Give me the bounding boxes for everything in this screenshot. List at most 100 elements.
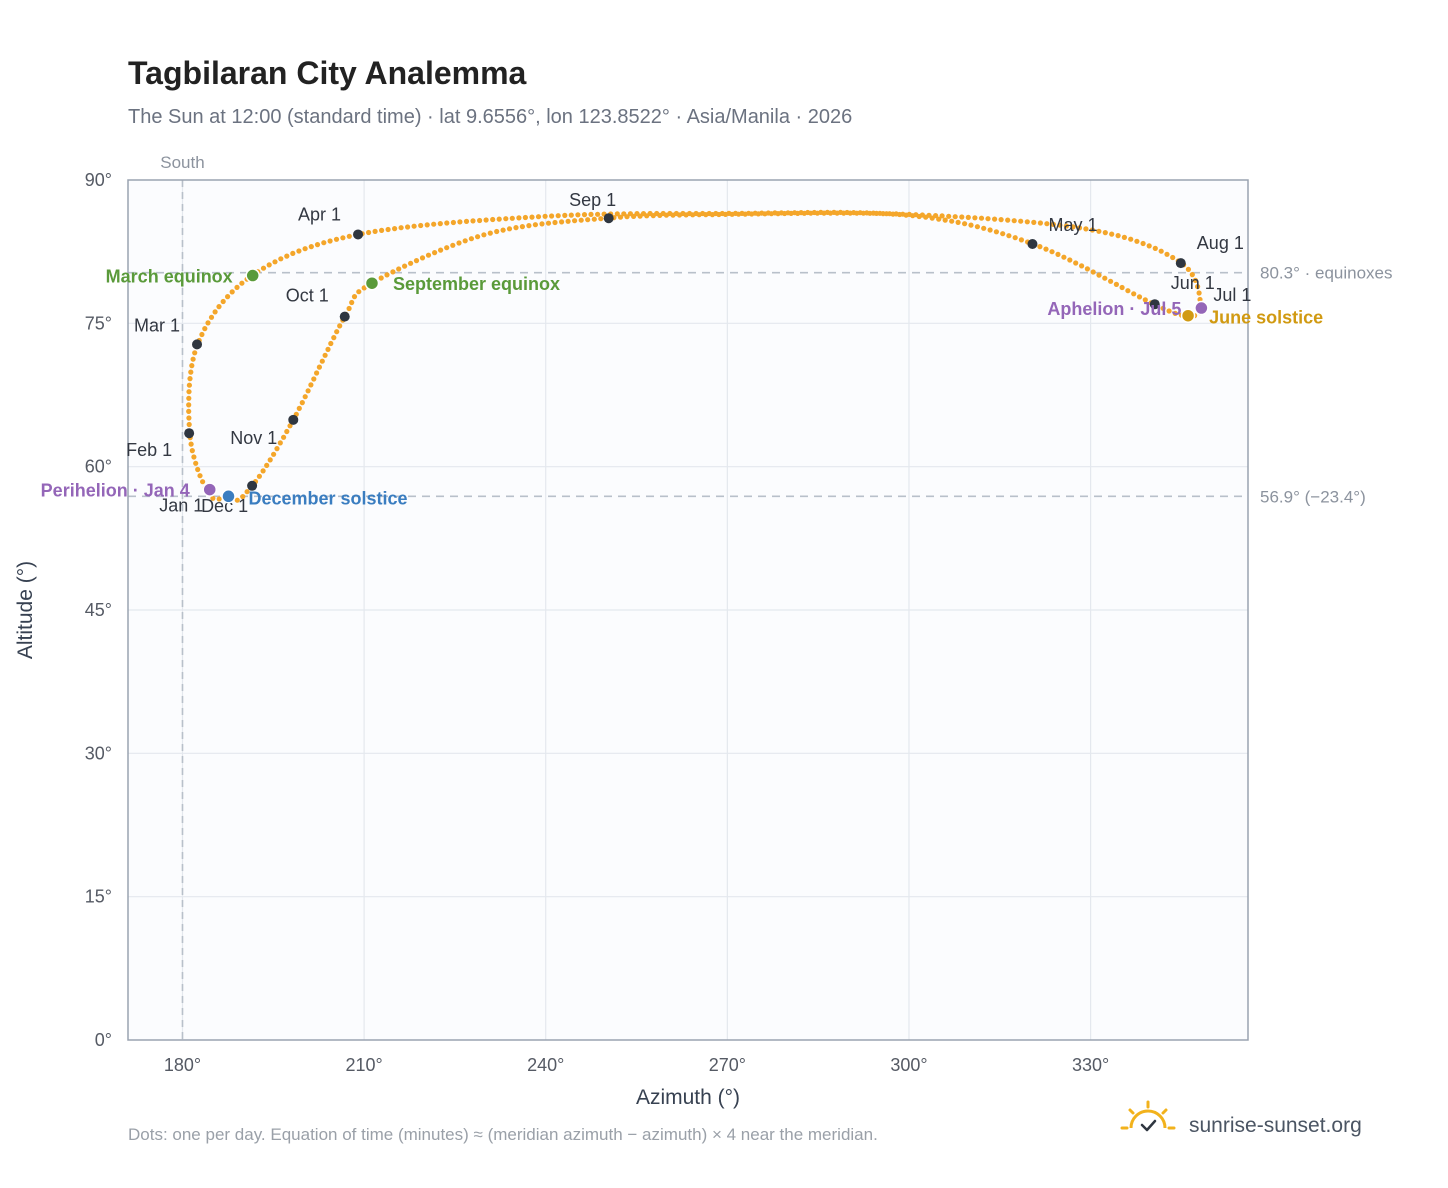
day-dot <box>457 219 463 225</box>
day-dot <box>1000 231 1006 237</box>
day-dot <box>337 323 343 329</box>
day-dot <box>260 265 267 271</box>
month-marker-dot <box>353 229 364 240</box>
day-dot <box>949 218 955 224</box>
day-dot <box>425 252 432 258</box>
month-marker-label: Apr 1 <box>298 204 341 224</box>
day-dot <box>1050 221 1056 227</box>
event-marker-label: June solstice <box>1209 308 1323 328</box>
day-dot <box>1140 240 1146 247</box>
day-dot <box>1061 254 1067 260</box>
day-dot <box>200 479 206 485</box>
day-dot <box>372 228 378 234</box>
day-dot <box>742 211 748 217</box>
day-dot <box>186 402 192 408</box>
month-marker-dot <box>1149 299 1160 310</box>
day-dot <box>356 289 362 295</box>
day-dot <box>762 211 768 217</box>
day-dot <box>900 211 906 217</box>
day-dot <box>946 213 952 219</box>
day-dot <box>1113 281 1119 287</box>
day-dot <box>974 224 981 230</box>
event-marker-dot <box>245 268 260 283</box>
day-dot <box>444 220 450 226</box>
day-dot <box>552 219 558 226</box>
day-dot <box>985 216 991 222</box>
day-dot <box>575 212 581 218</box>
day-dot <box>299 400 305 406</box>
day-dot <box>463 218 470 224</box>
day-dot <box>591 216 597 222</box>
day-dot <box>483 217 489 223</box>
day-dot <box>736 211 742 217</box>
day-dot <box>192 350 198 356</box>
day-dot <box>1096 228 1102 234</box>
day-dot <box>216 304 222 310</box>
month-marker-label: Jan 1 <box>159 496 203 516</box>
day-dot <box>186 415 192 421</box>
day-dot <box>906 211 912 217</box>
day-dot <box>549 213 555 219</box>
day-dot <box>450 219 456 226</box>
day-dot <box>351 294 358 300</box>
day-dot <box>795 210 801 216</box>
day-dot <box>939 213 945 219</box>
day-dot <box>496 216 502 222</box>
day-dot <box>424 222 430 228</box>
day-dot <box>834 210 840 216</box>
day-dot <box>260 468 266 474</box>
day-dot <box>1005 217 1011 223</box>
day-dot <box>968 222 974 228</box>
day-dot <box>919 212 926 218</box>
day-dot <box>696 212 702 218</box>
day-dot <box>321 240 327 246</box>
day-dot <box>281 434 287 440</box>
day-dot <box>186 395 192 401</box>
day-dot <box>542 213 548 219</box>
day-dot <box>644 213 650 219</box>
day-dot <box>1037 220 1043 226</box>
day-dot <box>1012 235 1018 241</box>
day-dot <box>962 221 968 227</box>
day-dot <box>331 335 337 341</box>
day-dot <box>349 299 355 306</box>
day-dot <box>519 224 526 230</box>
day-dot <box>199 331 205 338</box>
chart-subtitle: The Sun at 12:00 (standard time) · lat 9… <box>128 106 852 128</box>
day-dot <box>532 222 539 228</box>
day-dot <box>398 225 404 231</box>
day-dot <box>978 215 985 221</box>
day-dot <box>539 221 545 227</box>
month-marker-label: Aug 1 <box>1197 233 1244 253</box>
day-dot <box>854 210 860 216</box>
y-tick-label: 45° <box>85 600 112 620</box>
day-dot <box>379 227 385 233</box>
day-dot <box>1044 221 1050 227</box>
day-dot <box>1084 266 1090 272</box>
y-tick-label: 60° <box>85 457 112 477</box>
day-dot <box>210 495 216 501</box>
event-marker-label: December solstice <box>248 488 407 508</box>
day-dot <box>1158 248 1164 254</box>
day-dot <box>565 218 571 224</box>
day-dot <box>208 314 215 320</box>
brand-name: sunrise-sunset.org <box>1189 1114 1362 1137</box>
day-dot <box>529 214 535 220</box>
day-dot <box>614 211 620 217</box>
day-dot <box>1018 237 1024 243</box>
day-dot <box>716 211 722 218</box>
day-dot <box>1037 244 1043 250</box>
day-dot <box>1073 260 1079 266</box>
day-dot <box>437 221 443 227</box>
day-dot <box>334 329 340 335</box>
y-tick-label: 0° <box>95 1030 112 1050</box>
day-dot <box>189 363 195 369</box>
day-dot <box>880 211 886 217</box>
day-dot <box>987 227 993 233</box>
day-dot <box>1067 257 1073 263</box>
day-dot <box>419 255 426 261</box>
day-dot <box>808 210 814 216</box>
day-dot <box>328 340 334 347</box>
day-dot <box>867 210 873 216</box>
footnote: Dots: one per day. Equation of time (min… <box>128 1125 878 1144</box>
